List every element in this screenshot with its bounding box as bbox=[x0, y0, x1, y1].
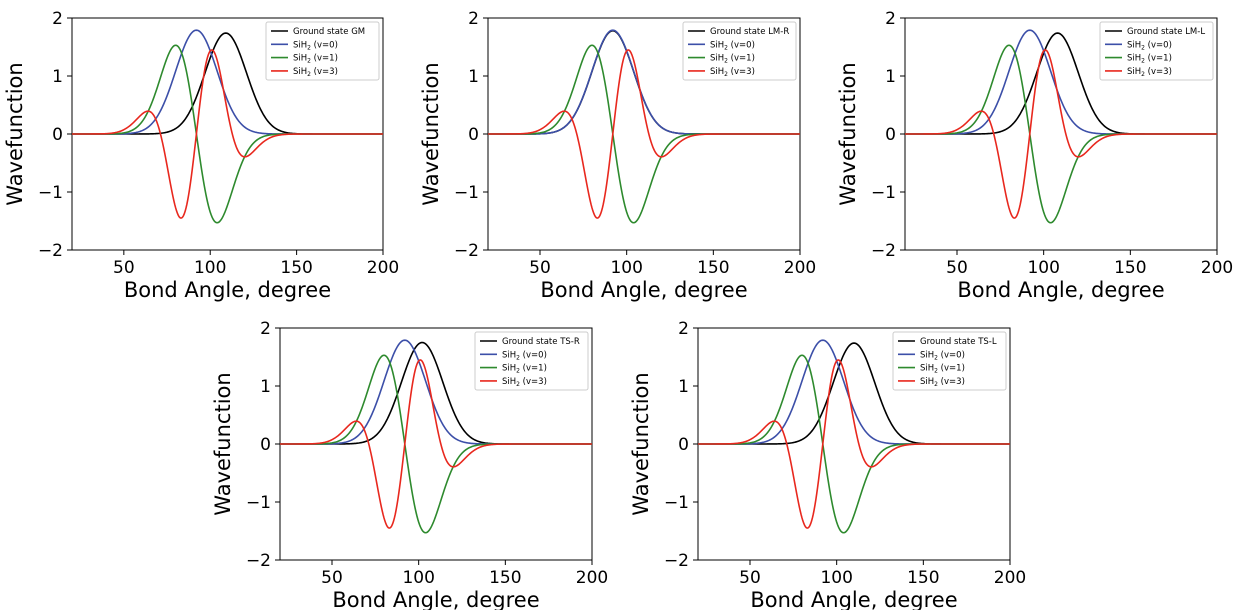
x-tick-label: 150 bbox=[489, 568, 521, 588]
y-tick-label: 1 bbox=[468, 67, 479, 87]
legend-entry: SiH2 (v=3) bbox=[1127, 67, 1172, 78]
x-tick-label: 200 bbox=[994, 568, 1026, 588]
chart-panel-5: 50 100 150 200 −2 −1 0 1 2 Bond Angle, degree Wave… bbox=[629, 319, 1026, 610]
legend-box bbox=[474, 331, 589, 391]
y-tick-label: 2 bbox=[885, 9, 896, 29]
series-line-4 bbox=[280, 359, 592, 529]
legend-entry: SiH2 (v=1) bbox=[710, 54, 755, 65]
y-tick-label: 1 bbox=[52, 67, 63, 87]
legend-entry: SiH2 (v=0) bbox=[710, 40, 755, 51]
y-tick-label: 2 bbox=[52, 9, 63, 29]
legend-box bbox=[682, 21, 797, 81]
legend-entry: Ground state GM bbox=[293, 27, 365, 37]
x-tick-label: 100 bbox=[402, 568, 434, 588]
chart-panel-1: 50 100 150 200 −2 −1 0 1 2 Bond Angle, degree Wave… bbox=[3, 9, 399, 302]
legend-entry: SiH2 (v=1) bbox=[502, 364, 547, 375]
x-tick-label: 200 bbox=[367, 258, 399, 278]
legend-entry: SiH2 (v=1) bbox=[920, 364, 965, 375]
legend: Ground state LM-R SiH2 (v=0) SiH2 (v=1) SiH… bbox=[682, 21, 797, 81]
x-tick-label: 100 bbox=[194, 258, 226, 278]
y-tick-label: 0 bbox=[468, 125, 479, 145]
x-tick-label: 50 bbox=[529, 258, 551, 278]
legend-entry: SiH2 (v=3) bbox=[502, 377, 547, 388]
x-tick-label: 150 bbox=[1114, 258, 1146, 278]
legend: Ground state TS-L SiH2 (v=0) SiH2 (v=1) SiH… bbox=[892, 331, 1007, 391]
legend-entry: SiH2 (v=3) bbox=[920, 377, 965, 388]
legend-entry: SiH2 (v=0) bbox=[293, 40, 338, 51]
x-tick-label: 200 bbox=[576, 568, 608, 588]
x-tick-label: 100 bbox=[1027, 258, 1059, 278]
x-tick-label: 50 bbox=[113, 258, 135, 278]
y-axis-label: Wavefunction bbox=[836, 62, 860, 205]
series-line-4 bbox=[905, 49, 1217, 219]
legend-entry: SiH2 (v=0) bbox=[920, 350, 965, 361]
x-tick-label: 50 bbox=[946, 258, 968, 278]
x-axis-label: Bond Angle, degree bbox=[957, 278, 1164, 302]
x-tick-label: 150 bbox=[907, 568, 939, 588]
legend-entry: Ground state LM-L bbox=[1127, 27, 1205, 37]
series-line-4 bbox=[72, 49, 383, 219]
x-axis-label: Bond Angle, degree bbox=[124, 278, 331, 302]
y-tick-label: −2 bbox=[38, 241, 63, 261]
y-tick-label: −1 bbox=[246, 493, 271, 513]
legend-box bbox=[265, 21, 380, 81]
y-tick-label: 1 bbox=[885, 67, 896, 87]
series-line-4 bbox=[488, 49, 800, 219]
y-tick-label: 0 bbox=[678, 435, 689, 455]
chart-panel-3: 50 100 150 200 −2 −1 0 1 2 Bond Angle, degree Wave… bbox=[836, 9, 1233, 302]
y-axis-label: Wavefunction bbox=[211, 372, 235, 515]
legend: Ground state GM SiH2 (v=0) SiH2 (v=1) SiH2 … bbox=[265, 21, 380, 81]
x-tick-label: 200 bbox=[784, 258, 816, 278]
x-tick-label: 50 bbox=[739, 568, 761, 588]
legend-entry: SiH2 (v=0) bbox=[1127, 40, 1172, 51]
legend-entry: SiH2 (v=0) bbox=[502, 350, 547, 361]
x-tick-label: 150 bbox=[280, 258, 312, 278]
y-tick-label: 1 bbox=[260, 377, 271, 397]
x-tick-label: 200 bbox=[1201, 258, 1233, 278]
y-tick-label: 2 bbox=[260, 319, 271, 339]
y-axis-label: Wavefunction bbox=[629, 372, 653, 515]
chart-panel-2: 50 100 150 200 −2 −1 0 1 2 Bond Angle, degree Wave… bbox=[419, 9, 816, 302]
y-tick-label: 1 bbox=[678, 377, 689, 397]
legend-entry: Ground state TS-R bbox=[502, 337, 580, 347]
x-axis-label: Bond Angle, degree bbox=[750, 588, 957, 610]
y-tick-label: −2 bbox=[664, 551, 689, 571]
legend-box bbox=[892, 331, 1007, 391]
y-axis-label: Wavefunction bbox=[3, 62, 27, 205]
legend-entry: SiH2 (v=3) bbox=[293, 67, 338, 78]
y-tick-label: −2 bbox=[871, 241, 896, 261]
y-tick-label: 2 bbox=[468, 9, 479, 29]
x-tick-label: 150 bbox=[697, 258, 729, 278]
legend-entry: SiH2 (v=3) bbox=[710, 67, 755, 78]
x-tick-label: 50 bbox=[321, 568, 343, 588]
legend-entry: SiH2 (v=1) bbox=[293, 54, 338, 65]
y-tick-label: 0 bbox=[260, 435, 271, 455]
y-tick-label: −1 bbox=[38, 183, 63, 203]
chart-panel-4: 50 100 150 200 −2 −1 0 1 2 Bond Angle, degree Wave… bbox=[211, 319, 608, 610]
y-tick-label: 0 bbox=[52, 125, 63, 145]
y-tick-label: −2 bbox=[454, 241, 479, 261]
legend-entry: Ground state LM-R bbox=[710, 27, 789, 37]
y-tick-label: −1 bbox=[664, 493, 689, 513]
legend-entry: Ground state TS-L bbox=[920, 337, 997, 347]
y-tick-label: 0 bbox=[885, 125, 896, 145]
y-axis-label: Wavefunction bbox=[419, 62, 443, 205]
y-tick-label: −1 bbox=[454, 183, 479, 203]
x-tick-label: 100 bbox=[610, 258, 642, 278]
legend: Ground state LM-L SiH2 (v=0) SiH2 (v=1) SiH… bbox=[1099, 21, 1214, 81]
series-line-4 bbox=[698, 359, 1010, 529]
legend: Ground state TS-R SiH2 (v=0) SiH2 (v=1) SiH… bbox=[474, 331, 589, 391]
y-tick-label: −2 bbox=[246, 551, 271, 571]
x-tick-label: 100 bbox=[820, 568, 852, 588]
x-axis-label: Bond Angle, degree bbox=[332, 588, 539, 610]
legend-box bbox=[1099, 21, 1214, 81]
legend-entry: SiH2 (v=1) bbox=[1127, 54, 1172, 65]
y-tick-label: −1 bbox=[871, 183, 896, 203]
x-axis-label: Bond Angle, degree bbox=[540, 278, 747, 302]
y-tick-label: 2 bbox=[678, 319, 689, 339]
